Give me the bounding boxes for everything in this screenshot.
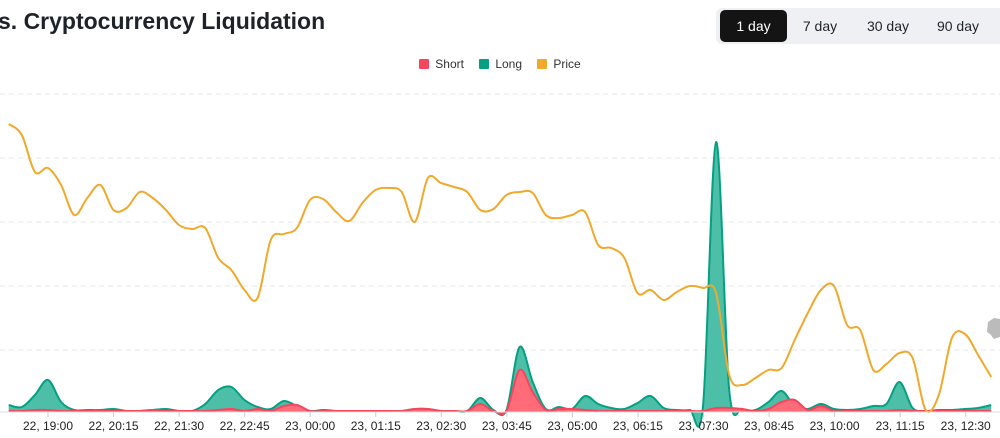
short-series-line	[8, 368, 992, 416]
x-tick-label: 23, 00:00	[285, 419, 335, 433]
x-tick-label: 23, 05:00	[547, 419, 597, 433]
x-tick-label: 23, 10:00	[810, 419, 860, 433]
page-title: s. Cryptocurrency Liquidation	[0, 8, 326, 34]
short-series-area	[8, 369, 992, 415]
short-swatch	[419, 59, 430, 69]
tab-7-day[interactable]: 7 day	[802, 18, 838, 34]
x-tick-label: 22, 19:00	[23, 419, 73, 433]
price-series-line	[8, 123, 993, 413]
x-tick-label: 23, 07:30	[678, 419, 728, 433]
x-tick-label: 23, 11:15	[876, 419, 925, 433]
watermark-icon	[987, 318, 1000, 339]
x-tick-label: 23, 01:15	[351, 419, 401, 433]
long-series-area	[8, 141, 992, 427]
range-tabs: 1 day 7 day 30 day 90 day	[716, 8, 1000, 44]
x-tick-label: 23, 12:30	[941, 419, 991, 433]
price-swatch	[537, 59, 548, 69]
legend-price[interactable]: Price	[537, 57, 581, 71]
legend-short-label: Short	[435, 57, 464, 71]
long-swatch	[479, 59, 490, 69]
x-tick-label: 22, 22:45	[220, 419, 270, 433]
legend-short[interactable]: Short	[419, 57, 464, 71]
legend-price-label: Price	[553, 57, 581, 71]
tab-90-day[interactable]: 90 day	[936, 18, 980, 34]
legend-long-label: Long	[495, 57, 523, 71]
x-tick-label: 22, 20:15	[89, 419, 139, 433]
x-tick-label: 23, 03:45	[482, 419, 532, 433]
legend-long[interactable]: Long	[479, 57, 522, 71]
legend: Short Long Price	[0, 57, 1000, 72]
long-series-line	[8, 140, 992, 428]
x-tick-label: 23, 08:45	[744, 419, 794, 433]
tab-30-day[interactable]: 30 day	[866, 18, 910, 34]
x-tick-label: 23, 02:30	[416, 419, 466, 433]
x-tick-label: 22, 21:30	[154, 419, 204, 433]
x-tick-label: 23, 06:15	[613, 419, 663, 433]
tab-1-day[interactable]: 1 day	[720, 10, 787, 42]
